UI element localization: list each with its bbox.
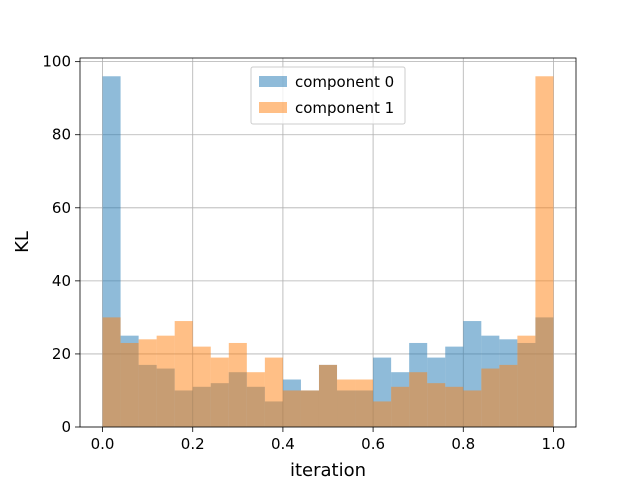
bar-component-1 [210,357,229,427]
legend: component 0 component 1 [250,66,406,125]
x-axis-ticks: 0.0 0.2 0.4 0.6 0.8 1.0 [91,427,566,453]
bar-component-1 [445,386,464,427]
legend-label-component-0: component 0 [295,73,394,91]
legend-label-component-1: component 1 [295,99,394,117]
legend-swatch-component-0 [259,76,287,87]
y-tick-label: 0 [61,418,71,436]
x-tick-label: 0.2 [181,435,205,453]
bar-component-1 [138,339,157,427]
bar-component-1 [427,383,446,427]
bar-component-1 [355,379,374,427]
y-tick-label: 100 [42,53,71,71]
plot-frame [79,57,577,428]
bar-component-1 [481,368,500,427]
bar-component-1 [391,386,410,427]
bar-component-1 [228,342,247,427]
y-axis-ticks: 0 20 40 60 80 100 [42,53,80,436]
y-tick-label: 60 [52,199,71,217]
bar-component-1 [174,321,193,427]
x-axis-label: iteration [290,460,366,480]
bar-component-1 [264,357,283,427]
x-tick-label: 0.6 [361,435,385,453]
bar-component-1 [409,372,428,427]
bar-component-1 [499,364,518,427]
x-tick-label: 0.4 [271,435,295,453]
bar-component-1 [282,390,301,427]
bar-component-1 [156,335,175,427]
x-tick-label: 1.0 [542,435,566,453]
y-tick-label: 20 [52,345,71,363]
y-axis-label: KL [12,231,33,253]
bar-component-1 [463,390,482,427]
bar-component-1 [373,401,392,427]
legend-box [250,66,406,125]
legend-swatch-component-1 [259,102,287,113]
bar-component-1 [120,342,139,427]
bar-component-1 [102,317,121,427]
bar-component-1 [337,379,356,427]
bar-component-1 [517,335,536,427]
x-tick-label: 0.8 [451,435,475,453]
bar-component-1 [246,372,265,427]
bar-component-1 [300,390,319,427]
y-tick-label: 80 [52,126,71,144]
bar-component-1 [535,76,554,427]
x-tick-label: 0.0 [91,435,115,453]
y-tick-label: 40 [52,272,71,290]
bar-component-1 [192,346,211,427]
histogram-bars [102,76,554,427]
bar-component-1 [318,364,338,427]
